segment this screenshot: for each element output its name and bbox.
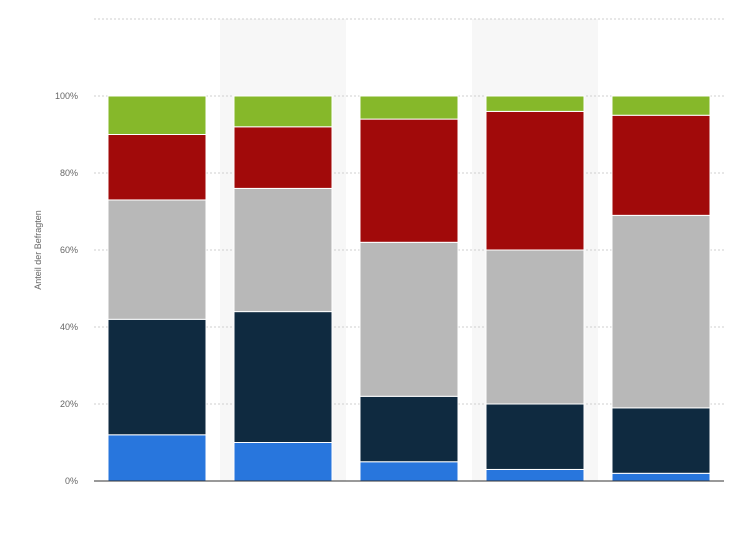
bar-segment <box>359 395 459 463</box>
bar-segment <box>107 199 207 320</box>
y-axis-title: Anteil der Befragten <box>33 210 43 290</box>
y-axis-ticks: 0% 20% 40% 60% 80% 100% <box>55 91 78 486</box>
y-tick-label: 20% <box>60 399 78 409</box>
bar-segment <box>107 318 207 436</box>
bar-segment <box>107 134 207 201</box>
bar-segment <box>359 95 459 120</box>
bar-segment <box>359 461 459 482</box>
bar-segment <box>611 95 711 116</box>
bar-segment <box>233 311 333 443</box>
y-tick-label: 60% <box>60 245 78 255</box>
bar-segment <box>233 187 333 313</box>
bar-segment <box>107 95 207 135</box>
bar-segment <box>233 95 333 128</box>
y-tick-label: 100% <box>55 91 78 101</box>
bar-segment <box>359 241 459 397</box>
bar-segment <box>611 214 711 409</box>
bar-segment <box>233 442 333 482</box>
bar-segment <box>485 249 585 405</box>
bar-segment <box>611 114 711 216</box>
bar-segment <box>485 110 585 251</box>
bars <box>107 95 711 482</box>
y-tick-label: 40% <box>60 322 78 332</box>
bar-segment <box>485 95 585 112</box>
bar-segment <box>485 468 585 482</box>
bar-segment <box>485 403 585 470</box>
y-tick-label: 0% <box>65 476 78 486</box>
bar-segment <box>359 118 459 243</box>
y-tick-label: 80% <box>60 168 78 178</box>
bar-segment <box>107 434 207 482</box>
bar-segment <box>233 126 333 189</box>
bar-segment <box>611 407 711 474</box>
bar-segment <box>611 472 711 482</box>
